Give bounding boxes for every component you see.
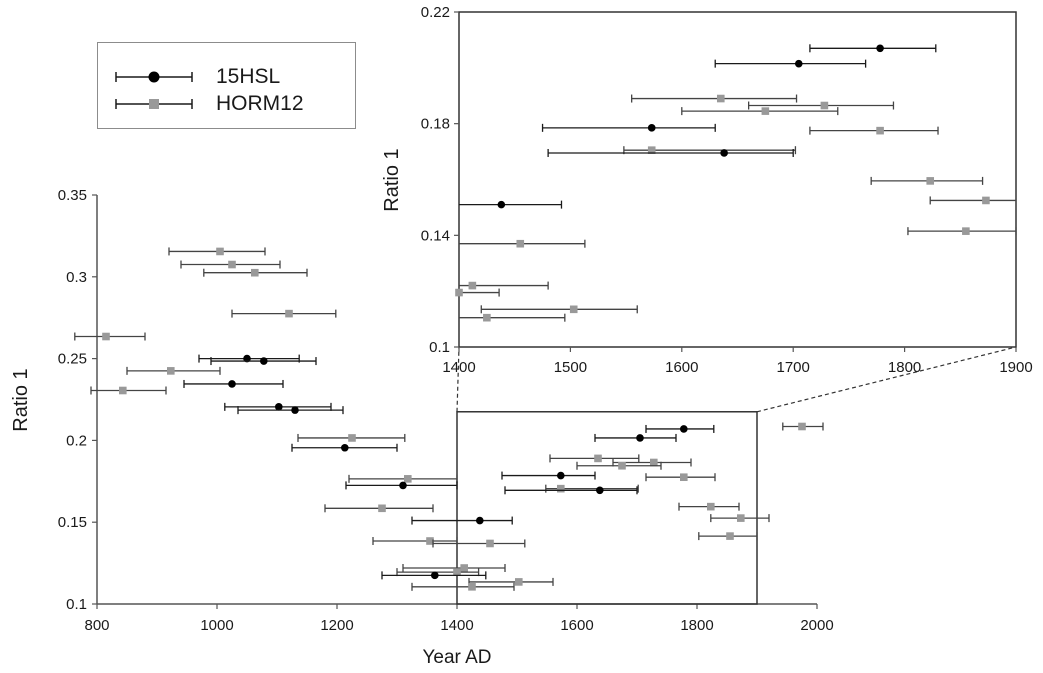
zoom-connector-right xyxy=(756,346,1017,413)
main-point-horm12 xyxy=(167,367,175,375)
main-point-15hsl xyxy=(431,571,439,580)
main-x-tick-label: 1600 xyxy=(560,617,593,634)
inset-x-tick-label: 1800 xyxy=(888,359,921,376)
main-point-horm12 xyxy=(348,434,356,442)
main-point-15hsl xyxy=(291,406,299,414)
main-point-horm12 xyxy=(102,332,110,341)
inset-y-tick-label: 0.1 xyxy=(429,339,450,356)
main-y-tick-label: 0.15 xyxy=(58,514,87,531)
inset-point-horm12 xyxy=(876,126,884,135)
main-point-horm12 xyxy=(228,260,236,269)
main-point-horm12 xyxy=(486,539,494,548)
inset-point-15hsl xyxy=(876,44,884,53)
inset-point-horm12 xyxy=(926,177,935,185)
inset-point-15hsl xyxy=(794,59,803,68)
main-x-tick-label: 1200 xyxy=(320,617,353,634)
zoom-box xyxy=(456,411,758,605)
main-point-horm12 xyxy=(798,422,806,431)
inset-x-tick-label: 1900 xyxy=(999,359,1032,376)
inset-y-axis-label: Ratio 1 xyxy=(381,148,403,211)
legend-label-15hsl: 15HSL xyxy=(216,65,281,88)
zoom-connector-left xyxy=(456,346,460,412)
inset-point-horm12 xyxy=(716,94,725,103)
main-point-horm12 xyxy=(453,568,461,576)
legend-item-horm12: HORM12 xyxy=(98,91,355,117)
main-y-tick-label: 0.35 xyxy=(58,187,87,204)
main-point-horm12 xyxy=(460,564,468,572)
main-y-axis-label: Ratio 1 xyxy=(10,368,32,431)
legend-label-horm12: HORM12 xyxy=(216,92,304,115)
main-point-15hsl xyxy=(399,481,407,490)
inset-point-horm12 xyxy=(962,227,970,235)
legend-item-15hsl: 15HSL xyxy=(98,64,355,90)
inset-point-horm12 xyxy=(516,239,525,248)
inset-point-horm12 xyxy=(982,196,990,205)
inset-x-tick-label: 1400 xyxy=(442,359,475,376)
main-x-axis-label: Year AD xyxy=(422,647,491,668)
main-point-horm12 xyxy=(426,537,434,545)
inset-point-horm12 xyxy=(455,288,463,297)
main-point-horm12 xyxy=(119,386,127,395)
main-point-horm12 xyxy=(515,578,523,586)
main-point-horm12 xyxy=(726,532,734,540)
inset-frame xyxy=(458,11,1017,348)
inset-point-horm12 xyxy=(483,313,491,322)
main-point-15hsl xyxy=(596,486,604,495)
main-y-tick-label: 0.25 xyxy=(58,351,87,368)
main-y-tick-label: 0.2 xyxy=(66,432,87,449)
main-point-horm12 xyxy=(680,473,688,482)
main-point-15hsl xyxy=(341,443,349,452)
main-point-horm12 xyxy=(650,458,658,467)
inset-y-tick-label: 0.18 xyxy=(421,116,450,133)
main-point-horm12 xyxy=(285,309,293,318)
main-point-horm12 xyxy=(378,504,386,513)
main-point-horm12 xyxy=(707,502,715,511)
main-point-15hsl xyxy=(228,380,236,388)
inset-point-horm12 xyxy=(820,101,829,110)
main-x-tick-label: 2000 xyxy=(800,617,833,634)
main-point-15hsl xyxy=(557,471,565,480)
main-point-horm12 xyxy=(468,583,476,591)
legend-marker-circle xyxy=(115,71,193,83)
main-point-horm12 xyxy=(594,454,602,463)
inset-point-horm12 xyxy=(569,305,578,314)
inset-y-tick-label: 0.22 xyxy=(421,4,450,21)
inset-y-tick-label: 0.14 xyxy=(421,227,450,244)
legend: 15HSL HORM12 xyxy=(97,42,356,129)
main-x-tick-label: 800 xyxy=(84,617,109,634)
inset-x-tick-label: 1500 xyxy=(554,359,587,376)
main-point-horm12 xyxy=(557,484,565,493)
inset-point-horm12 xyxy=(647,146,656,154)
main-point-15hsl xyxy=(476,516,484,525)
inset-point-15hsl xyxy=(647,124,656,132)
main-x-tick-label: 1400 xyxy=(440,617,473,634)
main-point-15hsl xyxy=(260,357,268,365)
main-x-tick-label: 1800 xyxy=(680,617,713,634)
main-x-tick-label: 1000 xyxy=(200,617,233,634)
inset-x-tick-label: 1700 xyxy=(777,359,810,376)
main-point-horm12 xyxy=(404,475,412,483)
main-point-horm12 xyxy=(618,461,626,470)
inset-point-horm12 xyxy=(761,107,770,115)
legend-marker-square xyxy=(115,99,193,109)
main-point-horm12 xyxy=(737,514,745,522)
main-y-tick-label: 0.1 xyxy=(66,596,87,613)
main-y-tick-label: 0.3 xyxy=(66,269,87,286)
inset-point-15hsl xyxy=(497,200,506,209)
main-point-horm12 xyxy=(216,247,224,256)
main-point-15hsl xyxy=(680,425,688,433)
main-point-15hsl xyxy=(636,434,644,442)
main-point-horm12 xyxy=(251,268,259,277)
main-point-15hsl xyxy=(275,403,283,411)
inset-point-15hsl xyxy=(720,149,728,157)
inset-point-horm12 xyxy=(468,281,477,290)
inset-x-tick-label: 1600 xyxy=(665,359,698,376)
